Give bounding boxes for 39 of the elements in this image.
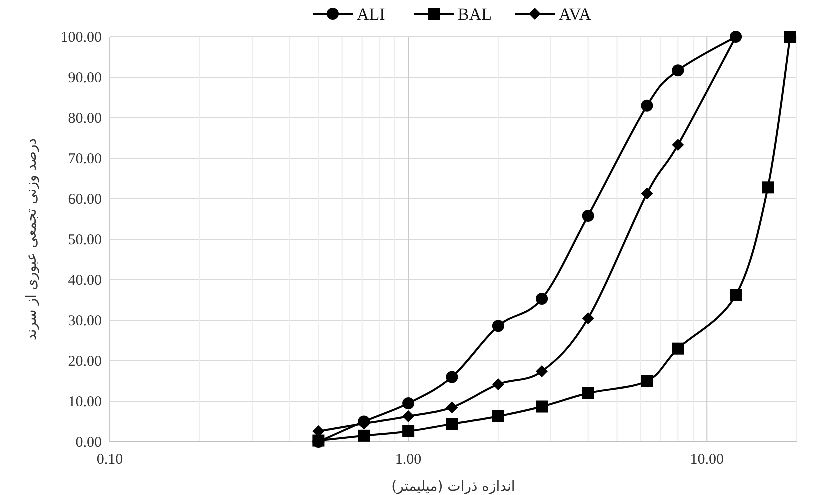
point [446,371,458,384]
point [536,366,548,378]
point [358,430,370,442]
y-tick-label: 10.00 [68,394,102,410]
point [402,425,415,438]
y-tick-label: 20.00 [68,354,102,370]
point [582,312,594,324]
point [492,378,504,390]
point [492,320,504,332]
legend-label: BAL [458,5,492,24]
point [582,210,594,222]
y-tick-label: 90.00 [68,70,102,86]
y-tick-label: 0.00 [76,435,102,451]
x-tick-label: 10.00 [690,452,724,468]
y-tick-label: 70.00 [68,152,102,168]
point [446,418,458,430]
point [672,139,684,152]
point [492,410,504,422]
point [402,398,415,410]
y-tick-label: 100.00 [60,30,102,46]
y-tick-label: 30.00 [68,314,102,330]
y-tick-label: 60.00 [68,192,102,208]
point [672,64,684,77]
y-axis-title: درصد وزنی تجمعی عبوری از سرند [24,138,40,340]
x-axis-title: اندازه ذرات (میلیمتر) [392,479,516,495]
point [582,387,594,400]
y-tick-label: 40.00 [68,273,102,289]
point [536,400,548,413]
point [446,402,458,414]
point [762,182,774,194]
legend-label: ALI [357,5,386,24]
y-tick-label: 80.00 [68,111,102,127]
point [672,342,684,355]
legend-label: AVA [559,5,592,24]
x-tick-label: 0.10 [96,452,124,468]
y-tick-label: 50.00 [68,232,102,248]
x-tick-label: 1.00 [395,452,422,468]
point [536,293,548,306]
point [402,410,415,422]
